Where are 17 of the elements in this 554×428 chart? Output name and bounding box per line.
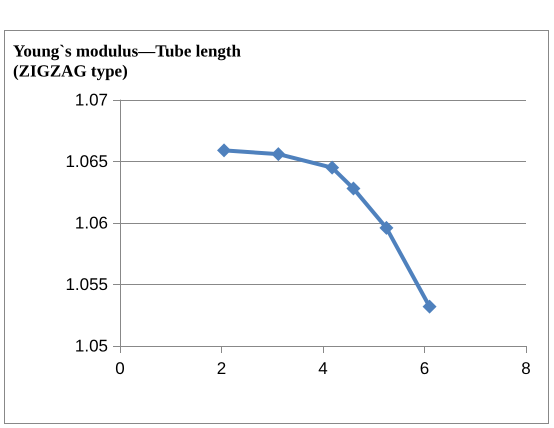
y-tick-label: 1.055 <box>65 275 108 294</box>
chart-title: Young`s modulus—Tube length (ZIGZAG type) <box>13 42 242 80</box>
point <box>346 182 360 196</box>
x-tick-label: 6 <box>420 359 430 378</box>
point <box>217 143 232 158</box>
x-tick-label: 0 <box>115 359 125 378</box>
point <box>325 160 340 175</box>
x-tick-label: 2 <box>216 359 226 378</box>
point <box>422 300 437 314</box>
point <box>271 147 286 162</box>
point <box>379 220 394 235</box>
y-tick-label: 1.05 <box>74 336 108 356</box>
x-tick-label: 4 <box>318 359 328 378</box>
y-tick-label: 1.06 <box>74 214 108 232</box>
x-tick-label: 8 <box>521 359 531 378</box>
y-tick-label: 1.07 <box>74 90 108 110</box>
y-tick-label: 1.065 <box>65 152 108 171</box>
